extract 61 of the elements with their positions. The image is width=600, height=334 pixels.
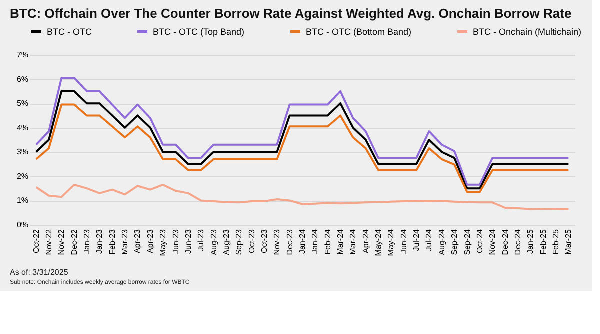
- x-tick-label: Aug-23: [222, 228, 231, 256]
- x-tick-label: Dec-22: [70, 228, 79, 256]
- y-tick-label: 7%: [16, 50, 28, 60]
- x-tick-label: Oct-22: [32, 228, 41, 254]
- line-series: [35, 184, 570, 210]
- y-tick-label: 6%: [16, 74, 28, 84]
- x-tick-label: Mar-23: [120, 228, 130, 255]
- y-tick-label: 5%: [16, 99, 28, 108]
- x-tick-label: Feb-25: [538, 228, 548, 255]
- x-tick-label: Jul-24: [412, 228, 422, 252]
- line-series: [35, 77, 570, 186]
- x-tick-label: Oct-24: [475, 228, 484, 254]
- x-tick-label: Nov-23: [272, 228, 282, 256]
- x-tick-label: Nov-22: [57, 228, 66, 256]
- x-tick-label: Sep-24: [450, 228, 460, 256]
- x-tick-label: Dec-24: [513, 228, 522, 256]
- y-tick-label: 3%: [16, 148, 28, 157]
- x-tick-label: Jan-24: [310, 228, 320, 254]
- legend-label: BTC - OTC (Top Band): [153, 26, 245, 37]
- x-tick-label: May-24: [386, 228, 396, 256]
- legend-label: BTC - Onchain (Multichain): [473, 26, 582, 37]
- x-tick-label: Apr-23: [146, 228, 155, 254]
- y-tick-label: 2%: [16, 172, 28, 181]
- x-tick-label: Jul-24: [424, 228, 434, 252]
- legend-label: BTC - OTC (Bottom Band): [306, 26, 412, 37]
- x-tick-label: Apr-23: [133, 228, 142, 254]
- chart-title: BTC: Offchain Over The Counter Borrow Rate Against Weighted Avg. Onchain Borrow Rate: [10, 6, 572, 21]
- x-tick-label: May-24: [374, 228, 384, 256]
- x-tick-label: Mar-24: [348, 228, 358, 255]
- x-tick-label: Jan-25: [526, 228, 536, 254]
- x-tick-label: Nov-22: [44, 228, 54, 256]
- y-tick-label: 0%: [16, 220, 28, 230]
- x-tick-label: Jul-23: [196, 228, 206, 252]
- line-series: [35, 104, 570, 194]
- x-tick-label: Jun-24: [399, 228, 408, 254]
- y-tick-label: 4%: [16, 123, 28, 132]
- x-tick-label: Jan-24: [298, 228, 307, 254]
- x-tick-label: Feb-24: [323, 228, 332, 255]
- x-tick-label: Nov-24: [488, 228, 498, 256]
- x-tick-label: Sep-23: [234, 228, 244, 256]
- x-tick-label: Mar-24: [336, 228, 346, 255]
- x-tick-label: Jan-23: [82, 228, 92, 254]
- x-tick-label: Dec-24: [500, 228, 510, 256]
- x-tick-label: May-23: [158, 228, 168, 256]
- x-tick-label: Jan-23: [95, 228, 104, 254]
- x-tick-label: Oct-23: [247, 228, 256, 254]
- x-tick-label: Aug-24: [437, 228, 446, 256]
- x-tick-label: Jun-23: [184, 228, 193, 254]
- x-tick-label: Feb-23: [108, 228, 117, 255]
- x-tick-label: Jun-23: [171, 228, 180, 254]
- text: As of: 3/31/2025: [10, 268, 69, 277]
- legend-label: BTC - OTC: [47, 26, 92, 37]
- x-tick-label: Mar-25: [564, 228, 574, 255]
- x-tick-label: Feb-25: [551, 228, 560, 255]
- x-tick-label: Apr-24: [361, 228, 370, 254]
- line-series: [35, 90, 570, 190]
- x-tick-label: Oct-23: [260, 228, 269, 254]
- x-tick-label: Sep-24: [462, 228, 472, 256]
- x-tick-label: Dec-23: [285, 228, 294, 256]
- x-tick-label: Aug-23: [209, 228, 218, 256]
- y-tick-label: 1%: [16, 196, 28, 206]
